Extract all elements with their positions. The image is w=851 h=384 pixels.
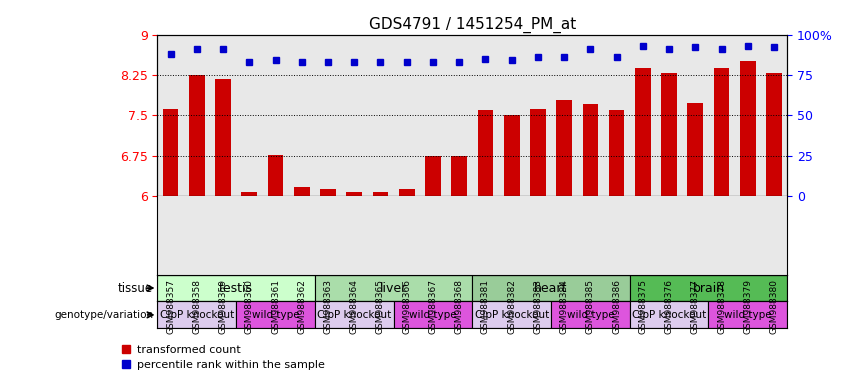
Text: ClpP knockout: ClpP knockout: [160, 310, 234, 320]
Bar: [346, 192, 362, 196]
Bar: [215, 79, 231, 196]
Bar: [315, 275, 472, 301]
Bar: [315, 301, 393, 328]
Text: testis: testis: [220, 281, 253, 295]
Bar: [189, 75, 204, 196]
Bar: [320, 189, 336, 196]
Bar: [708, 301, 787, 328]
Bar: [294, 187, 310, 196]
Text: tissue: tissue: [118, 281, 153, 295]
Bar: [551, 301, 630, 328]
Legend: transformed count, percentile rank within the sample: transformed count, percentile rank withi…: [117, 340, 329, 375]
Bar: [714, 68, 729, 196]
Text: wild type: wild type: [252, 310, 300, 320]
Bar: [608, 110, 625, 196]
Bar: [157, 301, 236, 328]
Bar: [766, 73, 782, 196]
Text: liver: liver: [380, 281, 408, 295]
Text: heart: heart: [534, 281, 568, 295]
Bar: [504, 115, 519, 196]
Bar: [740, 61, 756, 196]
Bar: [399, 189, 414, 196]
Bar: [157, 275, 315, 301]
Bar: [373, 192, 388, 196]
Bar: [425, 156, 441, 196]
Bar: [472, 275, 630, 301]
Bar: [477, 110, 494, 196]
Bar: [688, 103, 703, 196]
Bar: [472, 301, 551, 328]
Text: wild type: wild type: [409, 310, 457, 320]
Text: ClpP knockout: ClpP knockout: [475, 310, 549, 320]
Title: GDS4791 / 1451254_PM_at: GDS4791 / 1451254_PM_at: [368, 17, 576, 33]
Bar: [661, 73, 677, 196]
Bar: [163, 109, 179, 196]
Bar: [242, 192, 257, 196]
Text: ClpP knockout: ClpP knockout: [317, 310, 391, 320]
Bar: [451, 156, 467, 196]
Bar: [236, 301, 315, 328]
Bar: [267, 155, 283, 196]
Bar: [582, 104, 598, 196]
Text: wild type: wild type: [724, 310, 772, 320]
Bar: [630, 301, 708, 328]
Text: wild type: wild type: [567, 310, 614, 320]
Text: genotype/variation: genotype/variation: [54, 310, 153, 320]
Text: ClpP knockout: ClpP knockout: [632, 310, 706, 320]
Bar: [393, 301, 472, 328]
Bar: [635, 68, 651, 196]
Bar: [530, 109, 545, 196]
Bar: [630, 275, 787, 301]
Bar: [557, 100, 572, 196]
Text: brain: brain: [693, 281, 724, 295]
